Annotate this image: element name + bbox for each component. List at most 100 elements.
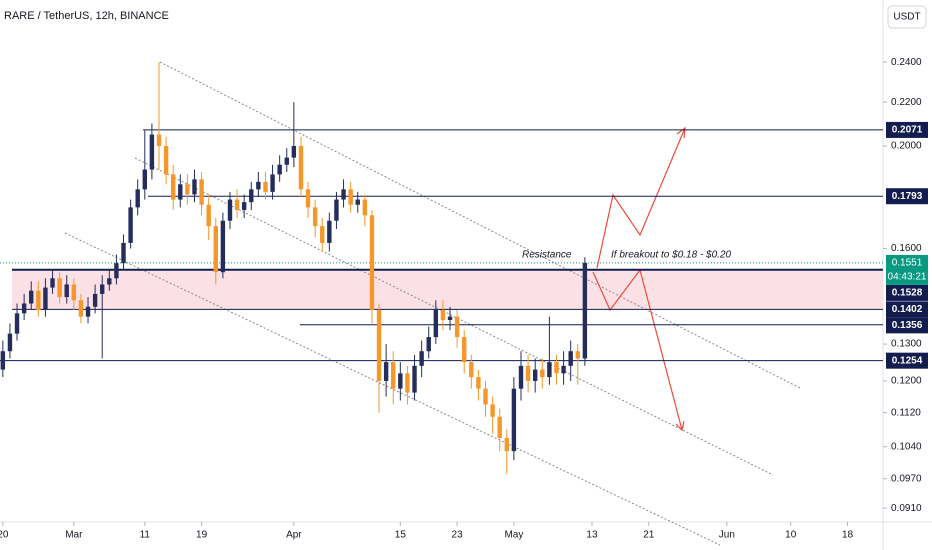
candle-body	[291, 145, 297, 158]
candle-body	[305, 189, 311, 208]
arrow-head	[675, 420, 685, 432]
levels-layer: 0.2071 0.1793 0.1528 0.1402 0.1356 0.1254 0.15…	[0, 121, 928, 369]
candle-body	[433, 310, 439, 338]
candle-body	[270, 174, 275, 192]
candle-body	[85, 306, 91, 317]
arrow-head	[676, 126, 686, 139]
candle-body	[476, 377, 481, 389]
candle-body	[483, 388, 488, 405]
level-label: 0.1254	[892, 355, 923, 366]
candle-body	[170, 174, 176, 200]
y-tick-label: 0.1120	[891, 407, 921, 418]
y-tick-label: 0.1600	[891, 243, 922, 254]
candle-body	[568, 351, 573, 366]
y-tick-label: 0.0910	[891, 503, 922, 514]
candle-body	[462, 337, 467, 363]
candle-body	[121, 242, 126, 264]
resistance-zone	[12, 269, 883, 310]
channel-lines	[64, 61, 801, 546]
arrow-up	[596, 127, 686, 269]
candle-body	[327, 220, 332, 243]
arrows	[592, 126, 686, 432]
candle-body	[469, 362, 474, 378]
currency-button[interactable]	[887, 5, 927, 29]
candle-body	[199, 179, 204, 205]
candle-body	[419, 351, 424, 366]
y-tick-label: 0.1300	[891, 339, 922, 350]
arrow-zigzag	[592, 269, 641, 312]
x-tick-label: 11	[140, 530, 151, 541]
x-tick-label: 15	[395, 530, 407, 541]
chart-title: RARE / TetherUS, 12h, BINANCE	[4, 10, 169, 22]
candle-body	[398, 373, 403, 389]
candle-body	[312, 207, 318, 227]
candle-body	[163, 145, 169, 175]
candle-body	[525, 365, 531, 381]
candle-body	[220, 220, 226, 273]
channel-line	[64, 232, 721, 546]
annotation: If breakout to $0.18 - $0.20	[611, 250, 732, 261]
candle-body	[185, 184, 190, 195]
x-tick-label: Mar	[65, 530, 83, 541]
candle-body	[135, 189, 140, 208]
candle-body	[100, 284, 105, 294]
y-tick-label: 0.1200	[891, 376, 922, 387]
candle-body	[518, 365, 524, 389]
y-tick-label: 0.2000	[891, 141, 922, 152]
level-label-box	[886, 301, 928, 318]
candle-body	[369, 215, 375, 311]
last-price-box	[886, 254, 928, 285]
y-tick-label: 0.2400	[891, 57, 922, 68]
candle-body	[64, 284, 69, 298]
candle-body	[7, 333, 13, 352]
candle-body	[277, 164, 282, 175]
candle-body	[256, 181, 261, 190]
candle-body	[504, 437, 510, 452]
candle-body	[107, 278, 112, 285]
y-tick-label: 0.1040	[891, 441, 922, 452]
candle-body	[21, 303, 27, 314]
candle-body	[412, 365, 417, 393]
candles-layer	[0, 62, 588, 475]
candle-body	[192, 179, 197, 195]
zone-layer	[12, 269, 883, 310]
candle-body	[36, 290, 41, 311]
candle-body	[383, 362, 389, 381]
level-label: 0.1793	[892, 191, 923, 202]
candle-body	[532, 369, 538, 381]
channel-line	[134, 157, 774, 476]
level-label: 0.1356	[892, 320, 923, 331]
candle-body	[57, 278, 62, 298]
candle-body	[78, 300, 84, 317]
x-tick-label: 21	[643, 530, 655, 541]
candle-body	[50, 278, 55, 288]
level-label: 0.1402	[892, 304, 923, 315]
level-label-box	[886, 188, 928, 205]
y-tick-label: 0.0970	[891, 473, 922, 484]
candle-body	[234, 199, 240, 211]
currency-label[interactable]: USDT	[893, 12, 920, 23]
candle-body	[298, 145, 304, 190]
candle-body	[547, 362, 552, 378]
level-label-box	[886, 284, 928, 301]
candle-body	[149, 134, 155, 170]
x-tick-label: 20	[0, 530, 9, 541]
candle-body	[249, 189, 254, 203]
candle-body	[241, 202, 247, 211]
candle-body	[575, 351, 580, 359]
candle-body	[561, 365, 566, 374]
candle-body	[454, 316, 460, 338]
candle-body	[582, 262, 588, 359]
candle-body	[206, 204, 211, 227]
candle-body	[263, 181, 268, 192]
x-tick-label: 19	[196, 530, 208, 541]
candle-body	[362, 199, 368, 216]
level-label-box	[886, 317, 928, 334]
arrow-down	[639, 269, 683, 431]
candle-body	[376, 310, 382, 381]
candle-body	[511, 388, 517, 452]
candle-body	[92, 293, 98, 307]
candle-body	[341, 189, 346, 200]
